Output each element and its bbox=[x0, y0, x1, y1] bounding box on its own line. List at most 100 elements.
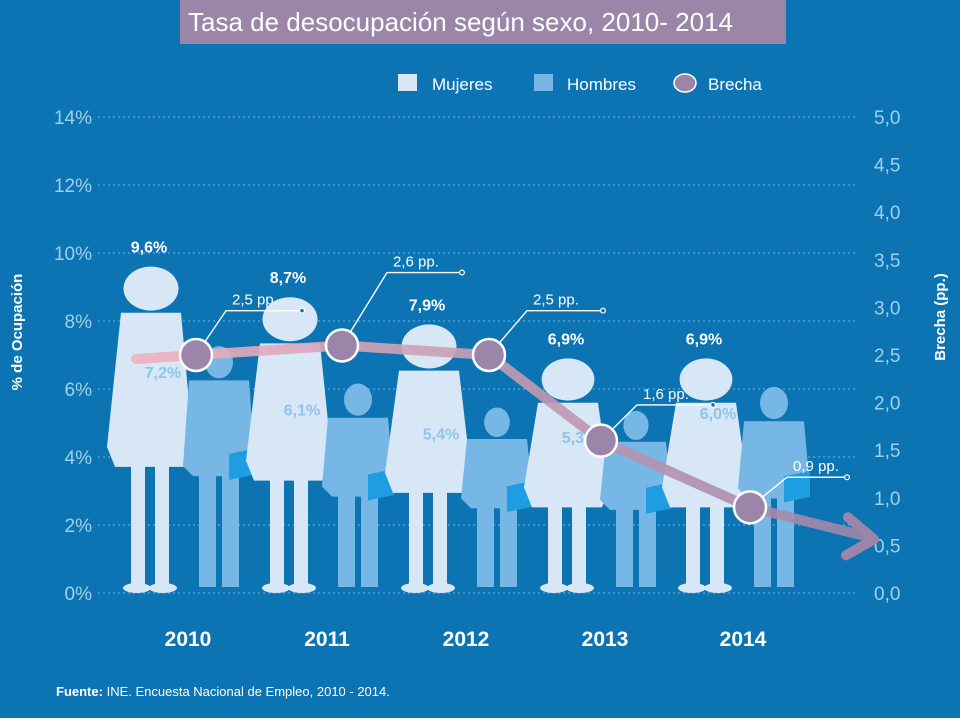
callout-leader bbox=[488, 309, 603, 356]
category-label: 2011 bbox=[304, 628, 350, 651]
hombres-head bbox=[344, 383, 372, 416]
data-label-hombres: 7,2% bbox=[145, 365, 181, 382]
category-label: 2014 bbox=[720, 628, 767, 651]
right-tick-label: 0,0 bbox=[874, 584, 900, 605]
source-text: INE. Encuesta Nacional de Empleo, 2010 -… bbox=[106, 684, 390, 699]
data-label-hombres: 5,4% bbox=[423, 426, 459, 443]
data-label-brecha: 0,9 pp. bbox=[793, 458, 839, 475]
callout-dot bbox=[599, 307, 606, 314]
data-label-mujeres: 9,6% bbox=[131, 240, 167, 257]
left-tick-label: 6% bbox=[65, 380, 93, 401]
hombres-head bbox=[623, 410, 649, 440]
mujeres-leg bbox=[294, 478, 308, 585]
bar-hombres bbox=[738, 386, 810, 587]
right-tick-label: 4,0 bbox=[874, 203, 900, 224]
data-label-mujeres: 8,7% bbox=[270, 270, 306, 287]
mujeres-leg bbox=[548, 505, 562, 585]
mujeres-body bbox=[107, 312, 193, 467]
bar-hombres bbox=[183, 346, 255, 587]
bar-mujeres bbox=[107, 266, 193, 593]
callout-dot bbox=[709, 401, 716, 408]
legend-swatch-mujeres bbox=[398, 74, 417, 91]
hombres-leg bbox=[500, 506, 517, 587]
mujeres-foot bbox=[123, 583, 151, 593]
source-label: Fuente: bbox=[56, 684, 103, 699]
hombres-leg bbox=[477, 506, 494, 587]
mujeres-foot bbox=[566, 583, 594, 593]
chart-title: Tasa de desocupación según sexo, 2010- 2… bbox=[188, 7, 733, 37]
bar-hombres bbox=[461, 407, 533, 587]
callout-dot bbox=[459, 269, 466, 276]
category-label: 2013 bbox=[582, 628, 629, 651]
mujeres-leg bbox=[572, 505, 586, 585]
mujeres-leg bbox=[270, 478, 284, 585]
gap-arrowhead bbox=[841, 512, 879, 561]
legend-label-mujeres: Mujeres bbox=[432, 75, 492, 94]
hombres-leg bbox=[338, 494, 355, 587]
right-axis-ticks: 0,0 0,5 1,0 1,5 2,0 2,5 3,0 3,5 4,0 4,5 5,0 bbox=[874, 108, 900, 605]
left-tick-label: 12% bbox=[54, 176, 92, 197]
mujeres-leg bbox=[155, 464, 169, 585]
gap-marker bbox=[324, 328, 360, 363]
callout-dot bbox=[843, 474, 850, 481]
legend: Mujeres Hombres Brecha bbox=[398, 73, 762, 94]
left-tick-label: 14% bbox=[54, 108, 92, 129]
gap-marker bbox=[178, 337, 214, 373]
mujeres-leg bbox=[131, 464, 145, 585]
legend-swatch-brecha bbox=[673, 73, 697, 93]
bar-mujeres bbox=[246, 297, 332, 593]
hombres-leg bbox=[222, 474, 239, 587]
hombres-head bbox=[760, 386, 788, 420]
hombres-leg bbox=[361, 494, 378, 587]
mujeres-head bbox=[123, 266, 179, 311]
bar-figures: 9,6%7,2%8,7%6,1%7,9%5,4%6,9%5,3%6,9%6,0% bbox=[107, 240, 810, 593]
left-tick-label: 8% bbox=[65, 312, 93, 333]
mujeres-head bbox=[679, 358, 733, 401]
mujeres-foot bbox=[288, 583, 316, 593]
source-note: Fuente: INE. Encuesta Nacional de Empleo… bbox=[56, 684, 390, 699]
bar-hombres bbox=[600, 410, 672, 587]
mujeres-leg bbox=[686, 505, 700, 585]
mujeres-body bbox=[385, 370, 471, 493]
data-label-brecha: 2,5 pp. bbox=[232, 292, 278, 309]
right-tick-label: 5,0 bbox=[874, 108, 900, 129]
legend-label-brecha: Brecha bbox=[708, 75, 762, 94]
right-tick-label: 3,0 bbox=[874, 298, 900, 319]
right-tick-label: 2,5 bbox=[874, 346, 900, 367]
gap-marker bbox=[583, 423, 619, 458]
mujeres-leg bbox=[409, 490, 423, 585]
gap-callouts: 2,5 pp. 2,6 pp. 2,5 pp. 1,6 pp. 0,9 pp. bbox=[178, 254, 850, 525]
mujeres-foot bbox=[262, 583, 290, 593]
left-tick-label: 10% bbox=[54, 244, 92, 265]
data-label-mujeres: 6,9% bbox=[686, 331, 722, 348]
mujeres-leg bbox=[710, 505, 724, 585]
mujeres-head bbox=[541, 358, 595, 401]
hombres-folder bbox=[784, 470, 810, 503]
mujeres-foot bbox=[401, 583, 429, 593]
callout-leader bbox=[195, 309, 302, 356]
mujeres-foot bbox=[149, 583, 177, 593]
mujeres-leg bbox=[433, 490, 447, 585]
left-axis-ticks: 0% 2% 4% 6% 8% 10% 12% 14% bbox=[54, 108, 92, 605]
bar-hombres bbox=[322, 383, 394, 587]
data-label-brecha: 1,6 pp. bbox=[643, 386, 689, 403]
data-label-brecha: 2,6 pp. bbox=[393, 254, 439, 271]
hombres-leg bbox=[616, 507, 633, 587]
right-tick-label: 3,5 bbox=[874, 251, 900, 272]
gridlines bbox=[98, 116, 858, 594]
data-label-brecha: 2,5 pp. bbox=[533, 292, 579, 309]
data-label-mujeres: 7,9% bbox=[409, 297, 445, 314]
category-label: 2012 bbox=[443, 628, 490, 651]
right-tick-label: 0,5 bbox=[874, 536, 900, 557]
title-banner: Tasa de desocupación según sexo, 2010- 2… bbox=[180, 0, 786, 44]
hombres-leg bbox=[199, 474, 216, 587]
data-label-hombres: 6,0% bbox=[700, 406, 736, 423]
right-tick-label: 2,0 bbox=[874, 394, 900, 415]
bar-mujeres bbox=[385, 324, 471, 593]
data-label-hombres: 6,1% bbox=[284, 403, 320, 420]
mujeres-head bbox=[262, 297, 318, 342]
hombres-body bbox=[183, 380, 255, 477]
legend-label-hombres: Hombres bbox=[567, 75, 636, 94]
